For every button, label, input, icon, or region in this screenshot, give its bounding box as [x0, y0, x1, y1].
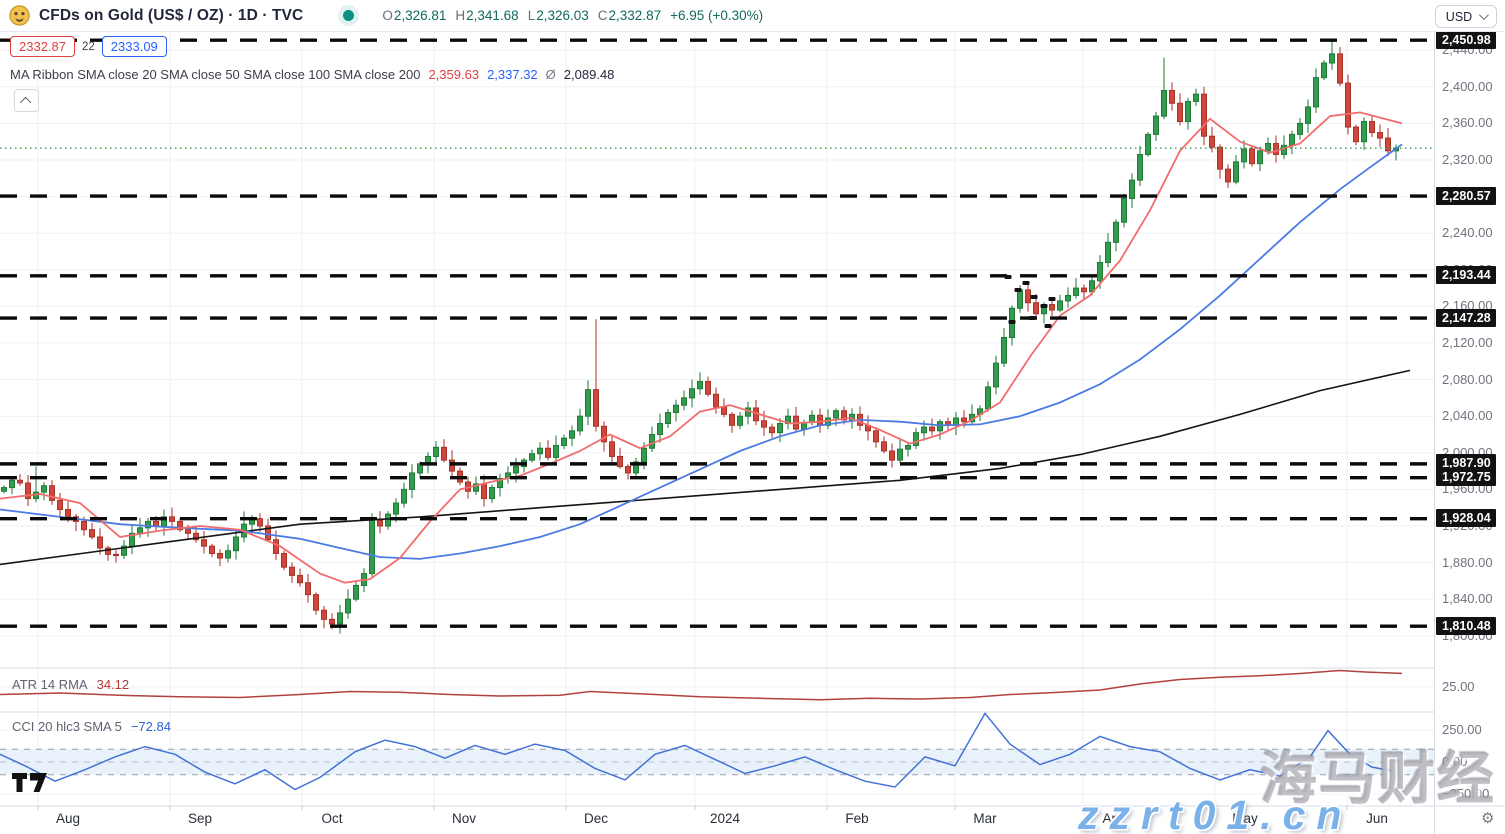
watermark-domain: zzrt01.cn	[1078, 792, 1353, 834]
cci-scale-label: 0.00	[1442, 754, 1468, 769]
level-price-label: 2,450.98	[1436, 30, 1496, 49]
price-tick-label: 1,840.00	[1442, 591, 1493, 607]
sma50-value: 2,337.32	[487, 67, 538, 82]
time-axis-month-label: Jun	[1366, 811, 1388, 826]
ma-ribbon-label: MA Ribbon SMA close 20 SMA close 50 SMA …	[10, 67, 421, 82]
atr-value: 34.12	[96, 677, 130, 692]
market-status-dot	[343, 10, 355, 21]
price-tick-label: 2,080.00	[1442, 371, 1493, 387]
time-axis-month-label: May	[1232, 811, 1258, 826]
change-value: +6.95 (+0.30%)	[670, 8, 764, 23]
top-toolbar: CFDs on Gold (US$ / OZ) · 1D · TVC O2,32…	[0, 0, 1505, 32]
symbol-title[interactable]: CFDs on Gold (US$ / OZ) · 1D · TVC	[39, 6, 304, 24]
atr-scale-label: 25.00	[1442, 679, 1475, 694]
ma-ribbon-legend[interactable]: MA Ribbon SMA close 20 SMA close 50 SMA …	[10, 67, 614, 82]
level-price-label: 1,987.90	[1436, 454, 1496, 473]
high-value: 2,341.68	[466, 8, 519, 23]
currency-selector[interactable]: USD	[1435, 5, 1497, 28]
time-axis-month-label: Dec	[583, 811, 609, 826]
low-value: 2,326.03	[536, 8, 589, 23]
atr-label: ATR 14 RMA	[12, 677, 88, 692]
time-axis-month-label: Mar	[973, 811, 997, 826]
sell-price-button[interactable]: 2332.87	[10, 36, 75, 57]
price-tick-label: 1,880.00	[1442, 554, 1493, 570]
time-axis-month-label: Aug	[55, 811, 81, 826]
cci-scale-label: 250.00	[1442, 722, 1482, 737]
price-tick-label: 2,240.00	[1442, 225, 1493, 241]
cci-label: CCI 20 hlc3 SMA 5	[12, 719, 122, 734]
price-tick-label: 2,320.00	[1442, 152, 1493, 167]
gold-coin-icon	[9, 5, 30, 26]
level-price-label: 1,972.75	[1436, 468, 1496, 487]
chevron-down-icon	[1479, 10, 1490, 21]
bid-ask-row: 2332.87 22 2333.09	[10, 36, 167, 57]
time-axis-month-label: 2024	[709, 811, 741, 826]
atr-indicator-legend[interactable]: ATR 14 RMA 34.12	[12, 677, 129, 692]
close-value: 2,332.87	[608, 8, 662, 23]
level-price-label: 1,928.04	[1436, 509, 1496, 528]
time-axis-month-label: Apr	[1102, 811, 1124, 826]
level-price-label: 2,147.28	[1436, 308, 1496, 327]
open-value: 2,326.81	[393, 8, 447, 23]
chevron-up-icon	[19, 96, 31, 108]
spread-value: 22	[82, 40, 95, 53]
cci-value: −72.84	[130, 719, 171, 734]
time-axis-month-label: Oct	[321, 811, 343, 826]
average-symbol: Ø	[545, 67, 556, 82]
time-axis-month-label: Feb	[845, 811, 869, 826]
price-tick-label: 2,400.00	[1442, 78, 1493, 94]
cci-scale-label: −250.00	[1442, 786, 1490, 801]
collapse-legend-button[interactable]	[14, 89, 39, 112]
price-tick-label: 2,040.00	[1442, 408, 1493, 424]
cci-indicator-legend[interactable]: CCI 20 hlc3 SMA 5 −72.84	[12, 719, 171, 734]
buy-price-button[interactable]: 2333.09	[101, 36, 167, 57]
sma20-value: 2,359.63	[428, 67, 480, 82]
time-axis-month-label: Nov	[451, 811, 477, 826]
price-tick-label: 2,120.00	[1442, 335, 1493, 350]
sma200-value: 2,089.48	[563, 67, 615, 82]
ohlc-readout: O2,326.81 H2,341.68 L2,326.03 C2,332.87 …	[382, 8, 764, 23]
level-price-label: 1,810.48	[1436, 616, 1496, 635]
watermark-brand: 海马财经	[1260, 747, 1496, 811]
gear-icon[interactable]: ⚙	[1481, 810, 1495, 827]
time-axis-month-label: Sep	[187, 811, 213, 826]
price-tick-label: 2,360.00	[1442, 115, 1493, 131]
level-price-label: 2,280.57	[1436, 186, 1496, 205]
tradingview-logo[interactable]	[11, 772, 49, 793]
level-price-label: 2,193.44	[1436, 266, 1496, 285]
